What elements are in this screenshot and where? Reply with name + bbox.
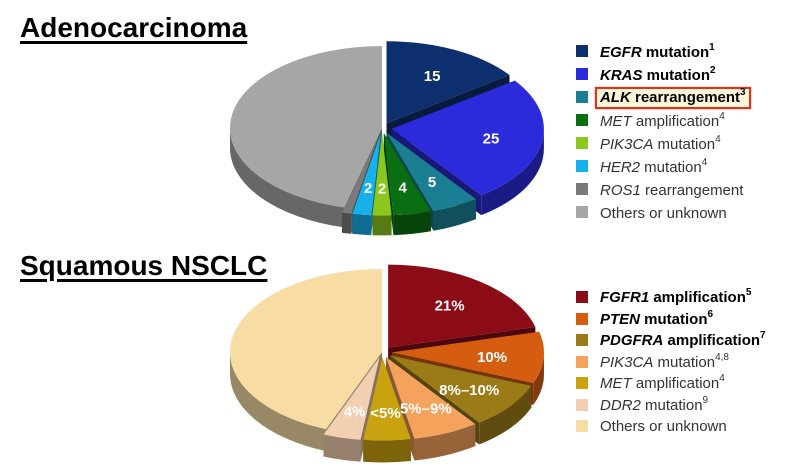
pie-slice-met-amplification [363, 357, 411, 463]
legend-entry-egfr-mutation: EGFR mutation1 [576, 40, 751, 63]
legend-label: FGFR1 amplification5 [600, 287, 752, 307]
legend-swatch [576, 291, 588, 304]
legend-label: PIK3CA mutation4,8 [600, 351, 729, 371]
slice-value-label: 10% [477, 349, 507, 366]
legend-label: DDR2 mutation9 [600, 394, 709, 414]
legend-entry-pten-mutation: PTEN mutation6 [576, 309, 766, 331]
slice-value-label: 5 [428, 174, 436, 191]
slice-value-label: 8%–10% [439, 382, 499, 399]
legend-swatch [576, 377, 588, 390]
legend-label: MET amplification4 [600, 373, 725, 393]
legend-swatch [576, 68, 588, 81]
legend-entry-her2-mutation: HER2 mutation4 [576, 155, 751, 178]
legend-entry-met-amplification: MET amplification4 [576, 109, 751, 132]
pie-slice-pik3ca-mutation [372, 133, 392, 236]
legend-swatch [576, 114, 588, 127]
legend-swatch [576, 398, 588, 411]
slice-value-label: 2 [364, 180, 372, 197]
legend-entry-fgfr1-amplification: FGFR1 amplification5 [576, 287, 766, 309]
slice-value-label: <5% [370, 405, 400, 422]
legend-swatch [576, 334, 588, 347]
legend-swatch [576, 420, 588, 433]
slice-value-label: 2 [378, 181, 386, 198]
slice-value-label: 15 [424, 68, 441, 85]
legend-label: PDGFRA amplification7 [600, 330, 766, 350]
legend-entry-met-amplification: MET amplification4 [576, 373, 766, 395]
legend-swatch [576, 160, 588, 173]
slice-value-label: 4 [399, 179, 408, 196]
legend-label: PTEN mutation6 [600, 308, 714, 328]
legend-entry-others-or-unknown: Others or unknown [576, 201, 751, 224]
slice-value-label: 5%–9% [400, 400, 452, 417]
legend-swatch [576, 91, 588, 104]
legend-label: HER2 mutation4 [600, 156, 708, 176]
legend-entry-kras-mutation: KRAS mutation2 [576, 63, 751, 86]
legend-entry-pdgfra-amplification: PDGFRA amplification7 [576, 330, 766, 352]
legend-swatch [576, 206, 588, 219]
legend-label: EGFR mutation1 [600, 41, 715, 61]
legend-entry-alk-rearrangement: ALK rearrangement3 [576, 86, 751, 110]
pie-slice-met-amplification [383, 133, 431, 236]
squamous-nsclc-title: Squamous NSCLC [20, 250, 268, 281]
legend-entry-ros1-rearrangement: ROS1 rearrangement [576, 178, 751, 201]
legend-entry-ddr2-mutation: DDR2 mutation9 [576, 395, 766, 417]
legend-label: Others or unknown [600, 418, 727, 436]
adenocarcinoma-legend: EGFR mutation1 KRAS mutation2 ALK rearrang… [576, 40, 751, 224]
legend-entry-others-or-unknown: Others or unknown [576, 416, 766, 438]
legend-swatch [576, 183, 588, 196]
slice-value-label: 25 [483, 130, 500, 147]
legend-label: ROS1 rearrangement [600, 181, 744, 199]
slice-value-label: 21% [435, 297, 465, 314]
squamous-nsclc-pie-chart: 21% 10% 8%–10%5%–9%<5%4% [230, 264, 544, 463]
legend-entry-pik3ca-mutation: PIK3CA mutation4 [576, 132, 751, 155]
legend-entry-pik3ca-mutation: PIK3CA mutation4,8 [576, 352, 766, 374]
legend-swatch [576, 45, 588, 58]
legend-swatch [576, 312, 588, 325]
legend-label: PIK3CA mutation4 [600, 133, 721, 153]
legend-swatch [576, 355, 588, 368]
legend-swatch [576, 137, 588, 150]
legend-label: KRAS mutation2 [600, 64, 716, 84]
squamous-nsclc-legend: FGFR1 amplification5 PTEN mutation6 PDGFRA… [576, 287, 766, 438]
legend-label: Others or unknown [600, 204, 727, 222]
slice-value-label: 4% [344, 403, 366, 420]
legend-label: MET amplification4 [600, 110, 725, 130]
legend-label: ALK rearrangement3 [595, 87, 751, 110]
adenocarcinoma-title: Adenocarcinoma [20, 12, 248, 43]
